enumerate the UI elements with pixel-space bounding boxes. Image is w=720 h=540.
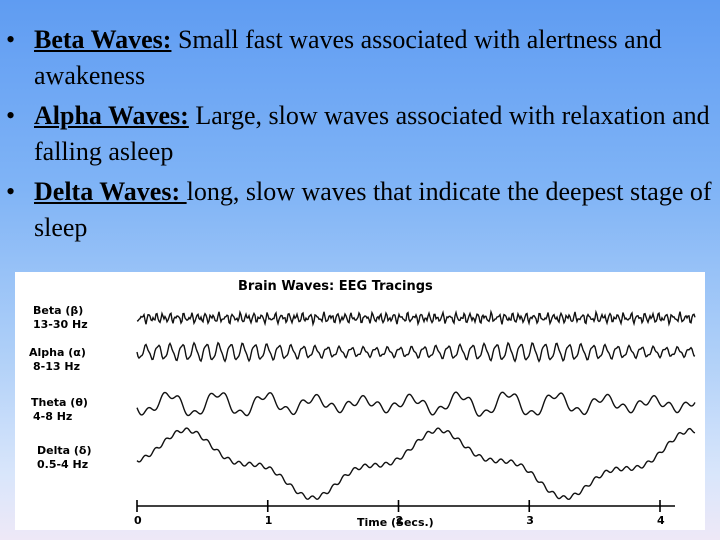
bullet-text: long, slow waves that indicate the deepe… (34, 177, 712, 242)
bullet-list: • Beta Waves: Small fast waves associated… (0, 22, 720, 250)
axis-tick-label: 3 (526, 514, 534, 527)
theta-trace (136, 391, 696, 417)
figure-title: Brain Waves: EEG Tracings (238, 279, 433, 294)
bullet-dot: • (6, 25, 16, 54)
band-range-theta: 4-8 Hz (33, 410, 72, 423)
bullet-text: Small fast waves associated with alertne… (34, 25, 662, 90)
axis-tick-label: 2 (396, 514, 404, 527)
axis-tick-label: 0 (134, 514, 142, 527)
axis-tick-label: 1 (265, 514, 273, 527)
axis-title: Time (Secs.) (357, 516, 434, 529)
bullet-beta: • Beta Waves: Small fast waves associated… (0, 22, 720, 94)
axis-ticks: 0 1 2 3 4 (134, 500, 665, 527)
bullet-dot: • (6, 101, 16, 130)
bullet-term: Alpha Waves: (34, 101, 189, 130)
band-name-alpha: Alpha (α) (29, 346, 86, 359)
bullet-delta: • Delta Waves: long, slow waves that indi… (0, 174, 720, 246)
band-name-delta: Delta (δ) (37, 444, 91, 457)
band-name-beta: Beta (β) (33, 304, 83, 317)
axis-tick-label: 4 (657, 514, 665, 527)
eeg-chart: Brain Waves: EEG Tracings Beta (β) 13-30… (29, 279, 696, 529)
alpha-trace (136, 341, 696, 363)
band-name-theta: Theta (θ) (31, 396, 88, 409)
bullet-alpha: • Alpha Waves: Large, slow waves associat… (0, 98, 720, 170)
band-range-beta: 13-30 Hz (33, 318, 88, 331)
bullet-dot: • (6, 177, 16, 206)
eeg-figure: Brain Waves: EEG Tracings Beta (β) 13-30… (15, 272, 705, 530)
bullet-text: Large, slow waves associated with relaxa… (34, 101, 710, 166)
bullet-term: Beta Waves: (34, 25, 172, 54)
bullet-term: Delta Waves: (34, 177, 187, 206)
delta-trace (136, 427, 696, 501)
band-range-alpha: 8-13 Hz (33, 360, 80, 373)
band-range-delta: 0.5-4 Hz (37, 458, 88, 471)
beta-trace (136, 309, 696, 327)
